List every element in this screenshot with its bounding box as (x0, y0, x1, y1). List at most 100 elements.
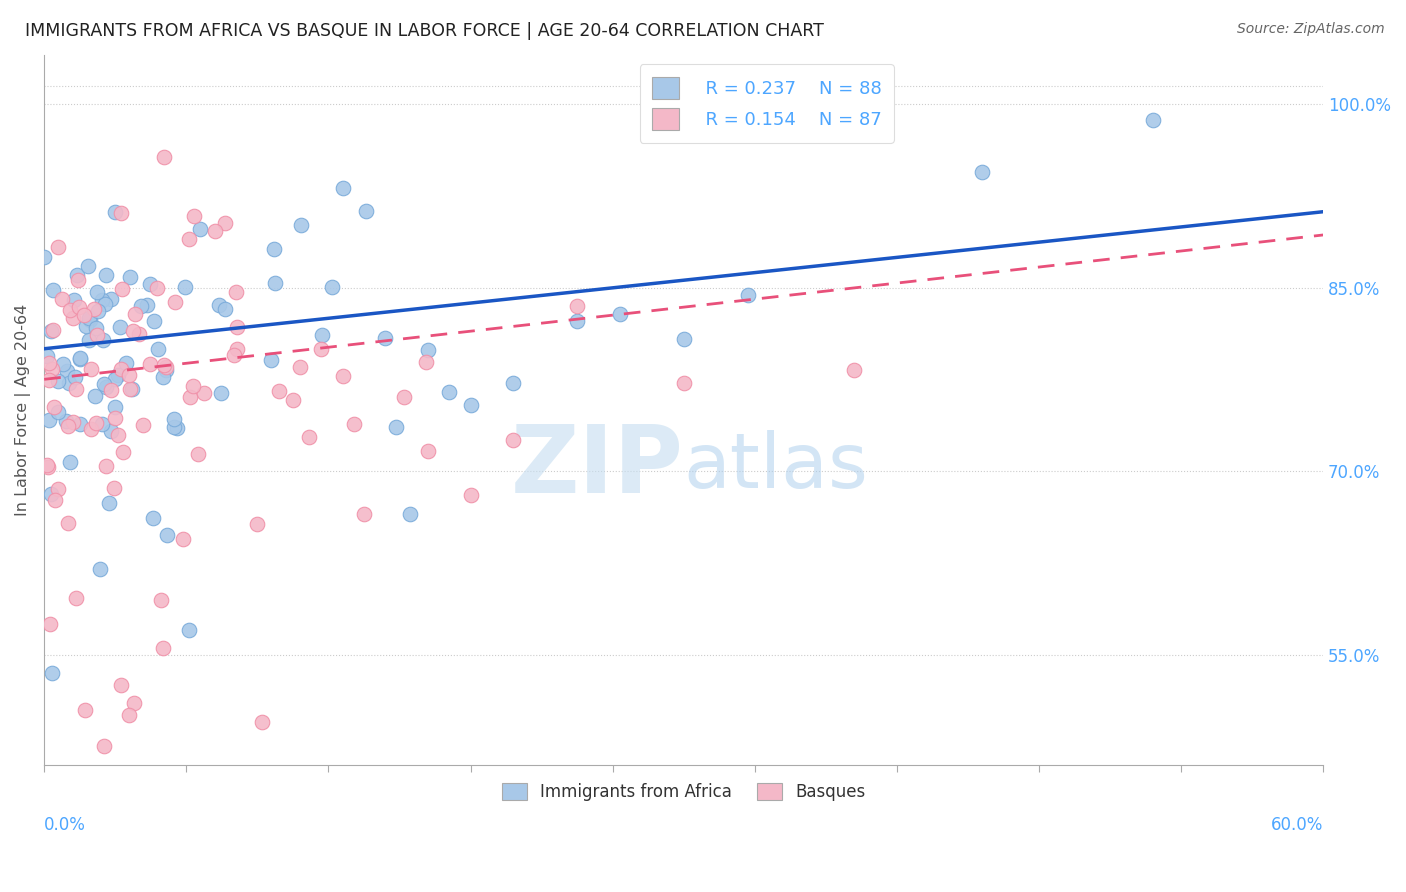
Point (58, 376, 80, 390)
Point (51, 292, 73, 306)
Text: ZIP: ZIP (510, 421, 683, 513)
Point (96, 380, 118, 394)
Point (214, 216, 236, 230)
Point (225, 343, 247, 357)
Point (38, 617, 60, 632)
Point (267, 384, 290, 398)
Point (91, 417, 114, 432)
Point (298, 430, 321, 444)
Point (131, 418, 153, 433)
Point (46, 483, 69, 497)
Point (124, 307, 146, 321)
Point (177, 232, 200, 246)
Point (66, 268, 89, 282)
Point (111, 282, 134, 296)
Point (94, 268, 117, 283)
Point (252, 714, 274, 729)
Point (165, 295, 187, 310)
Point (353, 507, 375, 521)
Point (193, 385, 215, 400)
Point (139, 277, 162, 291)
Point (77, 333, 100, 347)
Point (121, 382, 143, 396)
Point (179, 391, 201, 405)
Point (103, 482, 125, 496)
Point (120, 382, 142, 396)
Point (172, 532, 194, 546)
Point (80, 362, 103, 376)
Point (156, 527, 179, 541)
Point (63, 293, 86, 307)
Point (84, 321, 107, 335)
Point (844, 363, 866, 377)
Point (204, 224, 226, 238)
Point (56, 418, 79, 433)
Point (311, 327, 333, 342)
Point (672, 376, 695, 391)
Point (214, 302, 236, 317)
Point (38, 413, 60, 427)
Point (246, 516, 269, 531)
Point (385, 420, 408, 434)
Point (187, 447, 209, 461)
Point (122, 697, 145, 711)
Point (86, 328, 108, 343)
Point (42, 283, 65, 297)
Point (80, 422, 103, 436)
Point (145, 280, 167, 294)
Point (118, 707, 141, 722)
Point (86, 285, 108, 300)
Point (46, 240, 69, 254)
Point (100, 383, 122, 397)
Point (56, 364, 79, 378)
Point (260, 353, 283, 368)
Point (121, 324, 143, 338)
Point (565, 300, 588, 314)
Point (139, 357, 162, 371)
Point (38, 356, 60, 370)
Point (502, 376, 524, 391)
Point (209, 385, 232, 400)
Point (283, 392, 305, 407)
Point (415, 355, 437, 369)
Point (609, 307, 631, 321)
Point (152, 370, 174, 384)
Point (190, 222, 212, 236)
Point (46, 405, 69, 419)
Point (86, 303, 108, 318)
Point (34, 251, 56, 265)
Point (37, 459, 59, 474)
Point (58, 516, 80, 530)
Point (77, 260, 100, 274)
Point (83, 301, 105, 316)
Point (103, 411, 125, 425)
Point (225, 285, 247, 300)
Point (143, 314, 166, 328)
Point (107, 368, 129, 383)
Point (91, 333, 114, 347)
Point (110, 362, 132, 376)
Point (94, 459, 117, 474)
Point (142, 511, 165, 525)
Point (129, 299, 152, 313)
Point (148, 342, 170, 356)
Point (62, 310, 84, 325)
Point (290, 218, 312, 232)
Point (672, 332, 695, 346)
Point (163, 412, 186, 426)
Point (224, 348, 246, 362)
Point (399, 507, 422, 521)
Point (77, 311, 100, 326)
Point (173, 280, 195, 294)
Point (332, 368, 354, 383)
Point (332, 181, 354, 195)
Point (86, 416, 108, 430)
Point (128, 326, 150, 341)
Point (90, 293, 112, 307)
Point (114, 356, 136, 370)
Point (112, 445, 135, 459)
Point (67, 272, 90, 286)
Point (374, 330, 396, 344)
Point (55, 414, 77, 428)
Point (100, 424, 122, 438)
